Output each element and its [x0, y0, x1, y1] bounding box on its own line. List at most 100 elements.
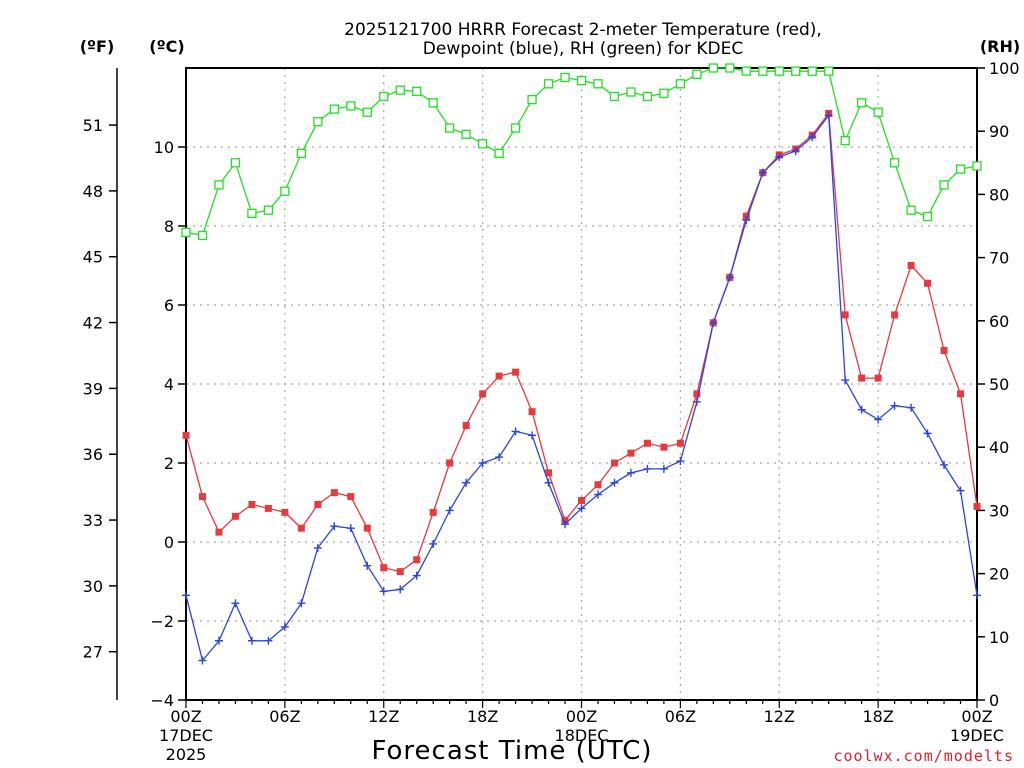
rh-point	[758, 66, 768, 76]
dewpoint-point	[610, 478, 619, 487]
series-layer	[181, 63, 982, 665]
rh-point	[197, 230, 208, 241]
celsius-tick-label: 2	[164, 454, 174, 473]
dewpoint-point	[808, 133, 817, 142]
fahrenheit-tick-label: 42	[83, 314, 103, 333]
fahrenheit-tick-label: 27	[83, 643, 103, 662]
temperature-point	[627, 449, 635, 457]
dewpoint-point	[182, 591, 190, 600]
dewpoint-point	[528, 431, 537, 440]
rh-point	[247, 208, 257, 219]
dewpoint-point	[198, 656, 207, 665]
rh-point	[856, 98, 867, 108]
dewpoint-point	[973, 591, 981, 600]
dewpoint-point	[907, 403, 916, 412]
dewpoint-point	[857, 405, 866, 414]
dewpoint-point	[231, 599, 240, 608]
rh-tick-label: 10	[989, 628, 1009, 647]
dewpoint-point	[429, 539, 438, 548]
rh-tick-label: 60	[989, 312, 1009, 331]
x-tick-date: 17DEC	[159, 726, 213, 745]
celsius-tick-label: 0	[164, 533, 174, 552]
temperature-point	[512, 368, 520, 376]
rh-point	[362, 107, 372, 117]
rh-point	[560, 72, 570, 83]
rh-point	[824, 66, 834, 76]
rh-point	[576, 75, 587, 86]
x-tick-date: 19DEC	[950, 726, 1004, 745]
x-tick-label: 00Z	[170, 707, 201, 726]
rh-point	[346, 101, 356, 111]
dewpoint-point	[544, 478, 553, 487]
temperature-point	[495, 372, 503, 380]
temperature-point	[396, 568, 404, 576]
axis-ticks: −4 −2 0 2 4 6 8 10 27 30 33 36 39 42 45 48 51 0 10 20 30 40 50…	[83, 59, 1020, 764]
dewpoint-point	[297, 599, 306, 608]
temperature-point	[297, 524, 305, 532]
celsius-tick-label: 4	[164, 375, 174, 394]
rh-point	[807, 66, 817, 76]
rh-point	[906, 205, 916, 215]
celsius-tick-label: −2	[150, 612, 174, 631]
fahrenheit-tick-label: 39	[83, 379, 103, 398]
rh-point	[609, 91, 620, 102]
dewpoint-point	[511, 427, 520, 436]
rh-point	[263, 205, 274, 215]
rh-point	[659, 88, 669, 98]
rh-point	[428, 98, 438, 108]
temperature-point	[330, 489, 338, 497]
dewpoint-point	[725, 273, 734, 282]
temperature-point	[841, 311, 849, 319]
x-tick-label: 00Z	[961, 707, 992, 726]
rh-point	[445, 123, 455, 133]
dewpoint-point	[214, 636, 223, 645]
rh-point	[955, 164, 966, 174]
dewpoint-point	[445, 506, 454, 515]
rh-point	[939, 180, 949, 190]
temperature-point	[198, 493, 206, 501]
rh-point	[889, 158, 900, 168]
rh-point	[741, 66, 751, 76]
chart-title-line-2: Dewpoint (blue), RH (green) for KDEC	[423, 39, 743, 59]
dewpoint-point	[676, 457, 685, 466]
temperature-point	[874, 374, 882, 382]
dewpoint-point	[495, 453, 504, 462]
dewpoint-point	[940, 460, 949, 469]
temperature-point	[231, 512, 239, 520]
rh-tick-label: 80	[989, 185, 1009, 204]
temperature-point	[248, 500, 256, 508]
temperature-point	[693, 390, 701, 398]
dewpoint-point	[775, 152, 784, 161]
dewpoint-point	[561, 520, 570, 529]
celsius-axis-unit: (ºC)	[149, 37, 184, 56]
dewpoint-point	[890, 401, 899, 410]
fahrenheit-tick-label: 51	[83, 116, 103, 135]
fahrenheit-tick-label: 30	[83, 577, 103, 596]
temperature-point	[363, 524, 371, 532]
dewpoint-point	[709, 318, 718, 327]
dewpoint-point	[874, 415, 883, 424]
dewpoint-point	[363, 561, 372, 570]
dewpoint-point	[412, 571, 421, 580]
temperature-point	[957, 390, 965, 398]
dewpoint-point	[692, 397, 701, 406]
celsius-tick-label: 6	[164, 296, 174, 315]
rh-point	[510, 123, 521, 133]
dewpoint-point	[577, 504, 586, 513]
dewpoint-point	[824, 111, 833, 120]
x-tick-label: 12Z	[764, 707, 795, 726]
rh-point	[230, 158, 241, 168]
rh-point	[543, 79, 554, 89]
temperature-point	[858, 374, 866, 382]
temperature-point	[973, 502, 981, 510]
dewpoint-point	[330, 522, 339, 531]
rh-point	[477, 139, 488, 149]
temperature-point	[594, 481, 602, 489]
rh-point	[922, 211, 933, 222]
x-tick-label: 12Z	[368, 707, 399, 726]
celsius-tick-label: 10	[154, 138, 174, 157]
dewpoint-point	[478, 459, 487, 467]
celsius-tick-label: 8	[164, 217, 174, 236]
dewpoint-point	[742, 216, 751, 225]
